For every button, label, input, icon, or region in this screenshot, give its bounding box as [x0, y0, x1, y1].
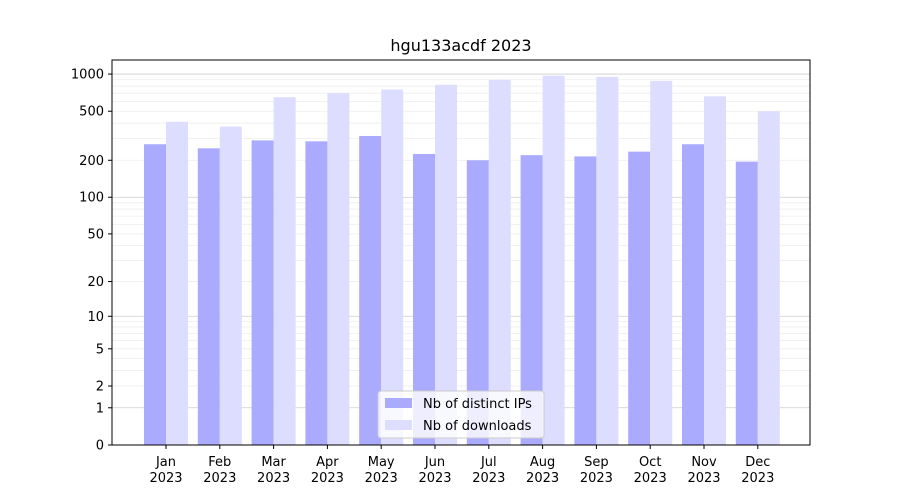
x-tick-label: Mar 2023 [257, 455, 290, 486]
y-tick-label: 2 [96, 380, 104, 395]
bar-downloads [327, 93, 350, 445]
bar-distinct-ips [359, 135, 382, 445]
chart-title: hgu133acdf 2023 [390, 36, 531, 55]
bar-distinct-ips [144, 144, 166, 446]
y-tick-label: 1 [96, 401, 104, 416]
bar-distinct-ips [466, 160, 489, 445]
x-tick-label: Feb 2023 [203, 455, 236, 486]
y-tick-label: 5 [96, 342, 104, 357]
legend-swatch-downloads [385, 420, 412, 430]
y-tick-label: 10 [87, 310, 104, 325]
x-tick-label: May 2023 [365, 455, 398, 486]
bars [144, 75, 780, 446]
bar-downloads [381, 89, 404, 446]
bar-downloads [542, 75, 565, 445]
bar-distinct-ips [574, 156, 597, 446]
bar-distinct-ips [682, 144, 704, 446]
bar-downloads [757, 111, 780, 446]
y-tick-label: 200 [79, 154, 104, 169]
bar-distinct-ips [197, 148, 220, 445]
y-tick-label: 100 [79, 191, 104, 206]
y-tick-label: 50 [87, 227, 104, 242]
x-axis: Jan 2023 Feb 2023 Mar 2023 Apr 2023 May 2023 Jun 20… [149, 445, 774, 486]
bar-downloads [488, 79, 511, 445]
x-tick-label: Oct 2023 [634, 455, 667, 486]
legend-label-downloads: Nb of downloads [423, 419, 532, 434]
y-tick-label: 0 [96, 439, 104, 454]
y-tick-label: 500 [79, 105, 104, 120]
bar-downloads [704, 96, 726, 445]
bar-distinct-ips [305, 141, 328, 445]
x-tick-label: Dec 2023 [741, 455, 774, 486]
y-tick-label: 1000 [71, 68, 104, 83]
bar-distinct-ips [735, 161, 758, 445]
bar-downloads [273, 97, 296, 445]
x-tick-label: Aug 2023 [526, 455, 559, 486]
x-tick-label: Nov 2023 [687, 455, 720, 486]
bar-downloads [596, 76, 619, 445]
x-tick-label: Jul 2023 [472, 455, 505, 486]
bar-distinct-ips [520, 155, 543, 446]
legend-label-ips: Nb of distinct IPs [423, 397, 532, 412]
legend-box [377, 390, 545, 439]
y-tick-label: 20 [87, 275, 104, 290]
plot-frame [111, 59, 811, 446]
x-tick-label: Jun 2023 [418, 455, 451, 486]
bar-distinct-ips [413, 153, 435, 445]
bar-downloads [166, 121, 188, 445]
x-tick-label: Jan 2023 [149, 455, 182, 486]
y-axis: 0 1 2 5 10 20 50 100 200 500 1000 [71, 68, 112, 454]
bar-distinct-ips [628, 151, 651, 445]
legend-swatch-ips [385, 398, 412, 408]
legend: Nb of distinct IPs Nb of downloads [377, 390, 545, 439]
bar-distinct-ips [251, 140, 274, 445]
x-tick-label: Apr 2023 [311, 455, 344, 486]
bar-downloads [219, 126, 242, 445]
x-tick-label: Sep 2023 [580, 455, 613, 486]
bar-downloads [650, 80, 673, 445]
bar-downloads [435, 84, 457, 445]
